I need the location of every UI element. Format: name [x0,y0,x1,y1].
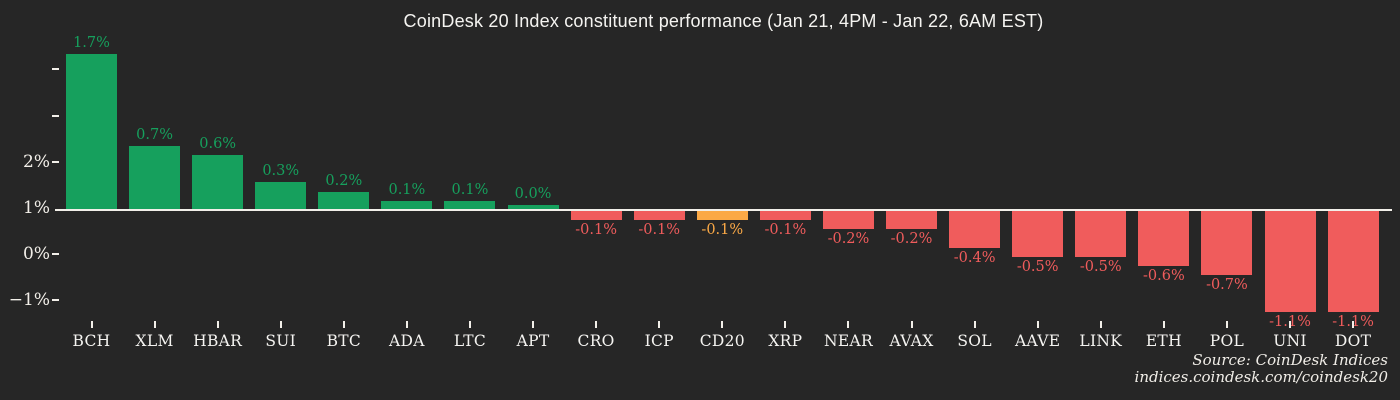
bar-value-label-sol: -0.4% [953,250,996,266]
bar-hbar [192,155,244,210]
bar-value-label-apt: 0.0% [514,186,552,202]
y-axis-tick [52,253,59,255]
bar-aave [1012,211,1064,257]
x-axis-tick [405,321,408,328]
zero-baseline [55,209,1392,211]
x-axis-label-xlm: XLM [135,332,174,350]
y-axis-tick [52,161,59,163]
source-line2: indices.coindesk.com/coindesk20 [1134,368,1388,386]
bar-dot [1327,211,1379,312]
x-axis-tick [1162,321,1165,328]
x-axis-label-avax: AVAX [889,332,934,350]
bar-value-label-aave: -0.5% [1016,259,1059,275]
y-axis-tick-label: 0% [23,244,50,264]
y-axis-tick [52,114,59,117]
x-axis-tick [153,321,156,328]
x-axis-tick [90,321,93,328]
y-axis-tick [52,299,59,301]
bar-near [822,211,874,229]
x-axis-label-aave: AAVE [1015,332,1061,350]
x-axis-label-hbar: HBAR [193,332,243,350]
x-axis-tick [784,321,787,328]
x-axis-tick [216,321,219,328]
x-axis-label-cd20: CD20 [699,332,745,350]
bar-value-label-pol: -0.7% [1206,277,1248,293]
x-axis-tick [721,321,724,328]
bar-value-label-sui: 0.3% [262,163,300,179]
x-axis-label-eth: ETH [1145,332,1182,350]
bar-pol [1201,211,1253,275]
bar-xrp [759,211,811,220]
x-axis-label-btc: BTC [326,332,362,350]
bar-btc [318,192,370,210]
bar-value-label-avax: -0.2% [890,231,933,247]
bar-value-label-ltc: 0.1% [451,182,489,198]
x-axis-tick [658,321,661,328]
x-axis-label-xrp: XRP [768,332,803,350]
x-axis-tick [1036,321,1039,328]
x-axis-tick [910,321,913,328]
x-axis-label-apt: APT [516,332,550,350]
y-axis-tick-label: 1% [23,198,50,218]
bar-sui [255,182,307,210]
x-axis-label-sui: SUI [265,332,297,350]
x-axis-tick [1289,321,1292,328]
bar-uni [1264,211,1316,312]
bar-bch [66,54,117,210]
x-axis-tick [1352,321,1355,328]
bar-value-label-cro: -0.1% [575,222,617,238]
bar-value-label-link: -0.5% [1079,259,1122,275]
bar-cd20 [696,211,748,220]
bar-value-label-icp: -0.1% [638,222,681,238]
bar-eth [1138,211,1190,266]
bar-value-label-btc: 0.2% [325,173,363,189]
bar-sol [949,211,1001,248]
chart-title: CoinDesk 20 Index constituent performanc… [403,11,1044,31]
source-attribution: Source: CoinDesk Indices indices.coindes… [1135,352,1388,386]
x-axis-tick [468,321,471,328]
x-axis-label-icp: ICP [644,332,674,350]
bar-value-label-ada: 0.1% [388,182,426,198]
bar-avax [886,211,938,229]
bar-apt [507,205,559,210]
bar-ltc [444,201,496,210]
bar-value-label-eth: -0.6% [1142,268,1185,284]
x-axis-label-near: NEAR [823,332,873,350]
bar-cro [570,211,622,220]
x-axis-tick [279,321,282,328]
y-axis-tick [52,68,59,70]
bar-link [1075,211,1127,257]
x-axis-tick [342,321,345,328]
x-axis-label-link: LINK [1079,332,1123,350]
bar-ada [381,201,433,210]
bar-value-label-near: -0.2% [827,231,870,247]
x-axis-label-bch: BCH [72,332,111,350]
x-axis-tick [595,321,598,328]
x-axis-tick [847,321,850,328]
bar-value-label-hbar: 0.6% [199,136,237,152]
bar-value-label-bch: 1.7% [73,35,110,51]
source-line1: Source: CoinDesk Indices [1192,351,1388,369]
bar-value-label-xrp: -0.1% [764,222,807,238]
bar-value-label-cd20: -0.1% [701,222,744,238]
x-axis-label-uni: UNI [1273,332,1307,350]
x-axis-tick [532,321,535,328]
x-axis-tick [973,321,976,328]
x-axis-label-sol: SOL [957,332,992,350]
x-axis-tick [1099,321,1102,328]
x-axis-label-pol: POL [1209,332,1245,350]
bar-icp [633,211,685,220]
bar-value-label-xlm: 0.7% [136,127,173,143]
x-axis-tick [1225,321,1228,328]
y-axis-tick-label: 2% [23,152,50,172]
x-axis-label-ltc: LTC [453,332,487,350]
x-axis-label-ada: ADA [389,332,425,350]
y-axis-tick-label: −1% [8,290,50,310]
x-axis-label-dot: DOT [1334,332,1372,350]
x-axis-label-cro: CRO [577,332,615,350]
bar-xlm [129,146,181,210]
